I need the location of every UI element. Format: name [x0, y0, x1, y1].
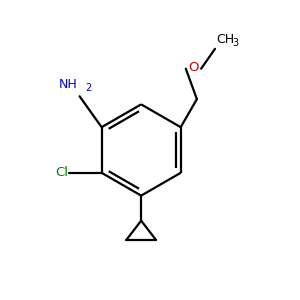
Text: Cl: Cl	[55, 166, 68, 179]
Text: CH: CH	[217, 33, 235, 46]
Text: 3: 3	[232, 38, 238, 48]
Text: 2: 2	[85, 83, 91, 93]
Text: O: O	[188, 61, 199, 74]
Text: NH: NH	[58, 78, 77, 91]
